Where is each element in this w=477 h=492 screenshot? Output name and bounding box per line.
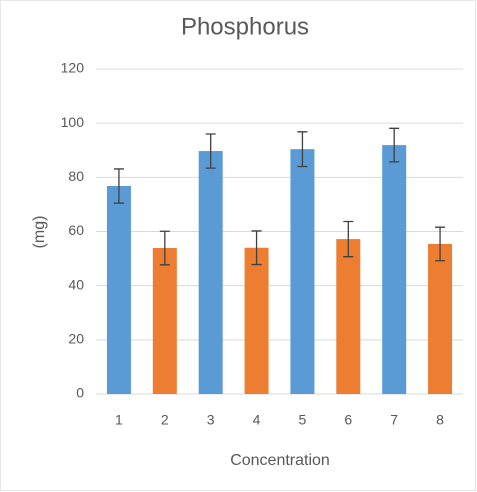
error-bar [113, 168, 124, 204]
x-axis-label: Concentration [230, 452, 330, 469]
error-bar [389, 127, 400, 163]
x-tick-label: 7 [390, 412, 398, 428]
bar [244, 247, 269, 394]
y-tick-label: 60 [68, 222, 84, 238]
chart-title: Phosphorus [181, 13, 309, 40]
bar [382, 145, 407, 394]
x-tick-label: 2 [161, 412, 169, 428]
x-tick-label: 4 [253, 412, 261, 428]
x-tick-label: 5 [299, 412, 307, 428]
bar [428, 243, 453, 394]
bar [290, 149, 315, 394]
bar [198, 151, 223, 394]
error-bar [205, 133, 216, 169]
y-tick-label: 20 [68, 331, 84, 347]
y-tick-label: 40 [68, 276, 84, 292]
error-bar [343, 220, 354, 258]
error-bar [297, 131, 308, 168]
y-axis-label: (mg) [31, 216, 48, 249]
bar [106, 186, 131, 394]
x-tick-label: 3 [207, 412, 215, 428]
x-tick-label: 8 [436, 412, 444, 428]
error-bar [435, 226, 446, 262]
y-tick-label: 0 [76, 385, 84, 401]
bar [336, 239, 361, 394]
y-tick-label: 100 [61, 114, 85, 130]
error-bar [251, 230, 262, 266]
error-bar [159, 230, 170, 266]
bar [152, 248, 177, 394]
x-tick-label: 6 [344, 412, 352, 428]
y-tick-label: 120 [61, 60, 85, 76]
x-tick-label: 1 [115, 412, 123, 428]
y-tick-label: 80 [68, 168, 84, 184]
